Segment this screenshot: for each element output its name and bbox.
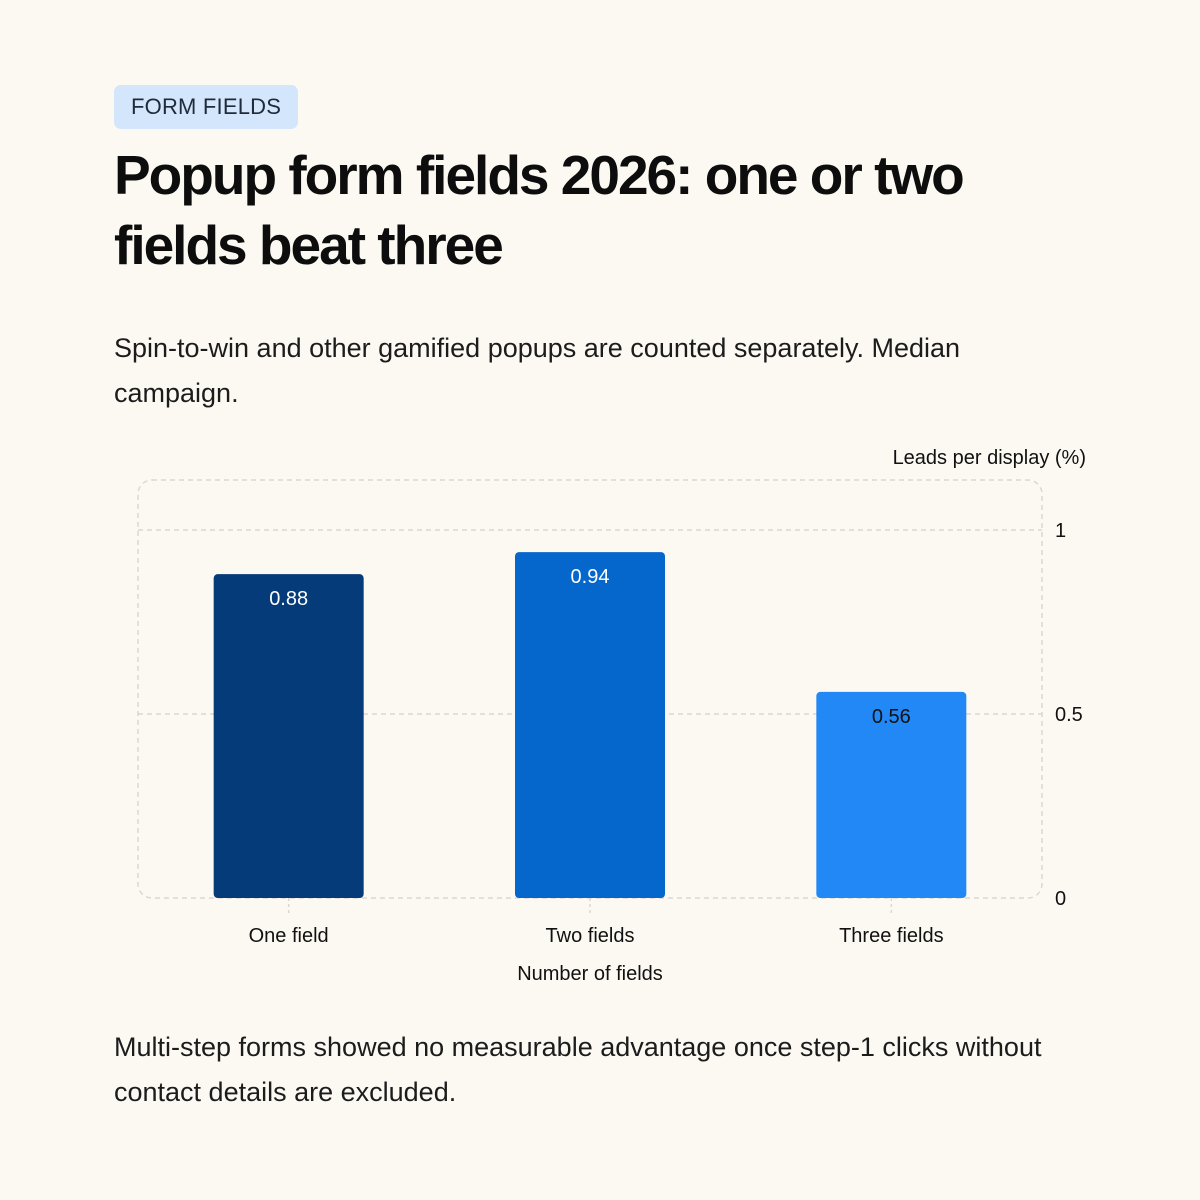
footnote: Multi-step forms showed no measurable ad… <box>114 1032 1042 1107</box>
bar-value-label: 0.56 <box>872 706 911 728</box>
y-axis-ticks: 00.51 <box>1055 520 1083 910</box>
bar <box>213 574 364 898</box>
x-tick-label: Three fields <box>839 925 944 947</box>
y-tick-label: 0 <box>1055 888 1066 910</box>
bar <box>816 691 967 898</box>
x-tick-label: One field <box>249 925 329 947</box>
section-tag: FORM FIELDS <box>114 85 299 129</box>
x-axis-label: Number of fields <box>517 963 663 985</box>
bar-chart: Leads per display (%) 0.880.940.56 00.51… <box>137 447 1086 985</box>
x-axis-ticks: One field Two fields Three fields <box>249 898 944 947</box>
bar <box>515 552 665 898</box>
y-tick-label: 1 <box>1055 520 1066 542</box>
page-title: Popup form fields 2026: one or two field… <box>114 144 965 276</box>
y-axis-label: Leads per display (%) <box>893 447 1086 469</box>
y-tick-label: 0.5 <box>1055 704 1083 726</box>
bars: 0.88 0.94 0.56 <box>213 552 967 898</box>
page-subtitle: Spin-to-win and other gamified popups ar… <box>114 333 961 408</box>
x-tick-label: Two fields <box>546 925 635 947</box>
bar-value-label: 0.94 <box>571 566 610 588</box>
bar-value-label: 0.88 <box>269 588 308 610</box>
